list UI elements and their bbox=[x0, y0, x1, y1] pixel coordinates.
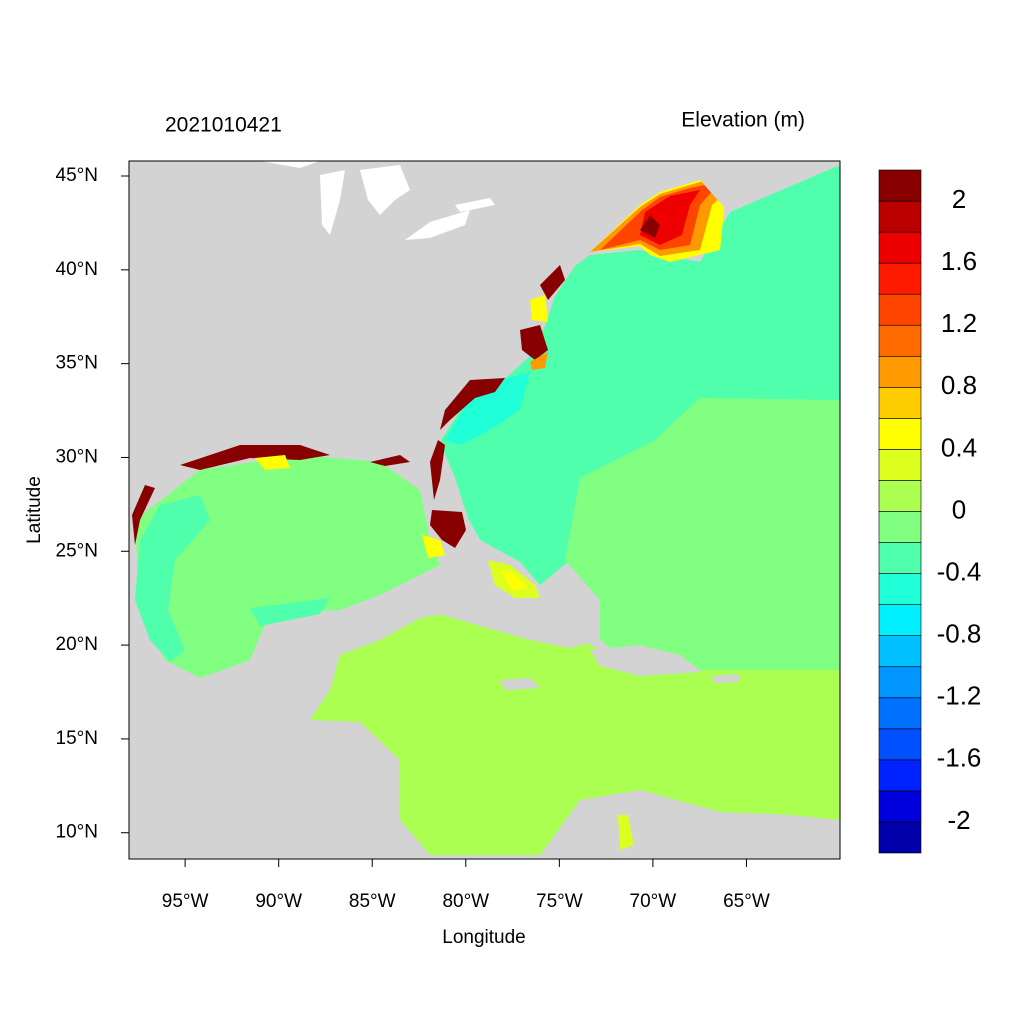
island bbox=[500, 678, 540, 690]
surge-region bbox=[430, 510, 466, 548]
colorbar-box bbox=[878, 262, 922, 295]
colorbar-box bbox=[878, 387, 922, 419]
colorbar-tick-label: -2 bbox=[947, 805, 970, 835]
colorbar: 2 1.6 1.2 0.8 0.4 0 -0.4 -0.8 -1.2 -1.6 -2 bbox=[878, 169, 982, 854]
colorbar-box bbox=[878, 759, 922, 792]
colorbar-box bbox=[878, 418, 922, 450]
y-tick-label: 20°N bbox=[56, 634, 98, 655]
ocean-region bbox=[500, 570, 528, 590]
surge-region bbox=[520, 325, 548, 360]
colorbar-box bbox=[878, 200, 922, 233]
y-tick-label: 35°N bbox=[56, 353, 98, 374]
surge-region bbox=[640, 215, 660, 238]
y-tick-label: 10°N bbox=[56, 822, 98, 843]
y-tick-label: 15°N bbox=[56, 728, 98, 749]
x-axis-label: Longitude bbox=[442, 927, 525, 948]
map bbox=[129, 161, 840, 859]
island bbox=[712, 674, 740, 683]
colorbar-tick-label: 1.6 bbox=[941, 246, 977, 276]
x-tick-label: 90°W bbox=[255, 891, 302, 912]
surge-region bbox=[530, 295, 548, 322]
ocean-region bbox=[618, 815, 634, 850]
colorbar-box bbox=[878, 542, 922, 574]
surge-region bbox=[440, 378, 505, 430]
surge-region bbox=[180, 445, 330, 470]
colorbar-title: Elevation (m) bbox=[681, 109, 805, 132]
y-tick-label: 30°N bbox=[56, 446, 98, 467]
island bbox=[380, 590, 592, 648]
colorbar-tick-label: -1.2 bbox=[937, 681, 982, 711]
colorbar-box bbox=[878, 355, 922, 388]
island bbox=[590, 645, 702, 676]
colorbar-tick-label: 2 bbox=[952, 184, 966, 214]
lake bbox=[320, 170, 345, 235]
colorbar-tick-label: 0.8 bbox=[941, 370, 977, 400]
surge-region bbox=[422, 535, 445, 558]
x-tick-label: 75°W bbox=[536, 891, 583, 912]
colorbar-box bbox=[878, 324, 922, 357]
title: 2021010421 bbox=[165, 114, 282, 137]
y-axis-label: Latitude bbox=[24, 476, 45, 544]
colorbar-box bbox=[878, 790, 922, 823]
lake bbox=[260, 161, 320, 168]
colorbar-box bbox=[878, 821, 922, 854]
colorbar-box bbox=[878, 293, 922, 326]
colorbar-box bbox=[878, 728, 922, 761]
y-tick-label: 40°N bbox=[56, 259, 98, 280]
surge-region bbox=[540, 265, 565, 300]
ocean-region bbox=[445, 372, 530, 445]
surge-region bbox=[370, 455, 410, 466]
x-tick-label: 95°W bbox=[162, 891, 209, 912]
colorbar-tick-label: -0.4 bbox=[937, 556, 982, 586]
ocean-region bbox=[310, 610, 840, 855]
x-tick-label: 70°W bbox=[630, 891, 677, 912]
x-tick-label: 65°W bbox=[723, 891, 770, 912]
colorbar-tick-label: 0 bbox=[952, 494, 966, 524]
colorbar-box bbox=[878, 604, 922, 636]
colorbar-tick-label: 0.4 bbox=[941, 432, 977, 462]
colorbar-box bbox=[878, 231, 922, 264]
colorbar-tick-label: -0.8 bbox=[937, 619, 982, 649]
surge-region bbox=[430, 440, 445, 500]
colorbar-box bbox=[878, 666, 922, 699]
lake bbox=[405, 210, 470, 240]
surge-region bbox=[255, 455, 290, 470]
surge-region bbox=[530, 352, 548, 370]
colorbar-box bbox=[878, 449, 922, 481]
x-tick-label: 80°W bbox=[442, 891, 489, 912]
lake bbox=[360, 165, 410, 215]
ocean-region bbox=[135, 495, 210, 662]
colorbar-box bbox=[878, 635, 922, 668]
lake bbox=[455, 198, 495, 212]
x-tick-label: 85°W bbox=[349, 891, 396, 912]
plot-frame bbox=[128, 160, 841, 860]
ocean-region bbox=[250, 598, 330, 626]
surge-region bbox=[132, 485, 155, 545]
colorbar-tick-label: -1.6 bbox=[937, 743, 982, 773]
colorbar-box bbox=[878, 480, 922, 512]
colorbar-box bbox=[878, 573, 922, 605]
colorbar-box bbox=[878, 511, 922, 543]
y-tick-label: 25°N bbox=[56, 540, 98, 561]
colorbar-box bbox=[878, 697, 922, 730]
ocean-region bbox=[135, 455, 440, 678]
y-tick-label: 45°N bbox=[56, 165, 98, 186]
colorbar-box bbox=[878, 169, 922, 202]
land bbox=[700, 161, 840, 210]
ocean-region bbox=[565, 398, 840, 670]
colorbar-tick-label: 1.2 bbox=[941, 308, 977, 338]
